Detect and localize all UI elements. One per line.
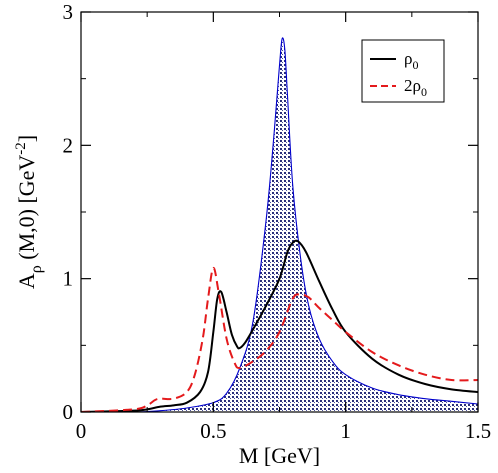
legend-label-2rho0: 2ρ0 [404, 76, 427, 99]
y-tick-label: 3 [63, 0, 74, 24]
x-tick-label: 0.5 [200, 419, 226, 443]
legend-label-rho0: ρ0 [404, 49, 418, 72]
x-tick-label: 1 [340, 419, 351, 443]
y-axis-title-sup: -2 [13, 142, 29, 155]
vacuum-spectral-area [81, 37, 478, 412]
y-axis-title-end: ] [14, 135, 39, 142]
y-axis-title-main: A [14, 273, 39, 289]
x-tick-label: 1.5 [465, 419, 491, 443]
x-axis-title: M [GeV] [239, 443, 320, 468]
vacuum-spectral-line [81, 37, 478, 412]
series-line-2 [81, 266, 478, 412]
y-tick-label: 2 [63, 133, 74, 157]
legend-box [361, 39, 445, 103]
series-layer [81, 37, 478, 412]
y-axis-title-mid: (M,0) [GeV [14, 155, 39, 266]
series-line-1 [81, 239, 478, 412]
x-tick-label: 0 [76, 419, 87, 443]
y-axis-title-sub: ρ [28, 265, 45, 273]
tick-layer: 0 0.5 1 1.5 0 1 2 3 [63, 0, 492, 443]
y-axis-title: Aρ (M,0) [GeV-2] [13, 135, 45, 289]
y-tick-label: 0 [63, 400, 74, 424]
y-tick-label: 1 [63, 267, 74, 291]
legend: ρ0 2ρ0 [361, 39, 445, 103]
